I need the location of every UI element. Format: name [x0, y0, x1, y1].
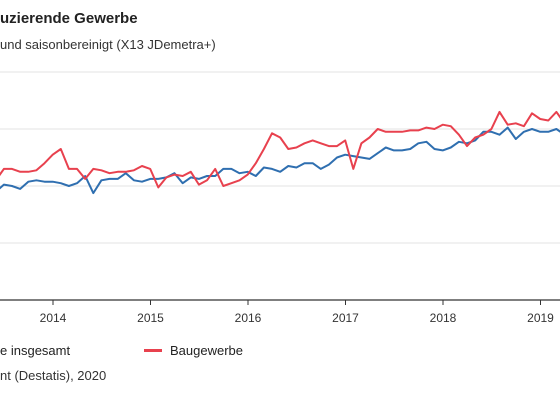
x-axis: 2014 2015 2016 2017 2018 2019 [0, 299, 560, 325]
legend-label-insgesamt: e insgesamt [0, 343, 71, 358]
x-tick-label: 2016 [235, 311, 262, 325]
series-lines [0, 110, 560, 195]
series-line-insgesamt [0, 126, 560, 195]
x-tick-label: 2014 [40, 311, 67, 325]
legend-item-baugewerbe: Baugewerbe [144, 343, 243, 358]
grid-lines [0, 71, 560, 244]
x-tick-label: 2015 [137, 311, 164, 325]
chart-subtitle: und saisonbereinigt (X13 JDemetra+) [0, 37, 216, 52]
legend-item-insgesamt: e insgesamt [0, 343, 70, 358]
legend-swatch-baugewerbe [144, 349, 162, 352]
chart-title: uzierende Gewerbe [0, 10, 138, 27]
x-tick-label: 2018 [430, 311, 457, 325]
series-line-baugewerbe [0, 110, 560, 189]
x-tick-label: 2017 [332, 311, 359, 325]
source-note: nt (Destatis), 2020 [0, 368, 107, 383]
x-tick-label: 2019 [527, 311, 554, 325]
legend-label-baugewerbe: Baugewerbe [170, 343, 243, 358]
